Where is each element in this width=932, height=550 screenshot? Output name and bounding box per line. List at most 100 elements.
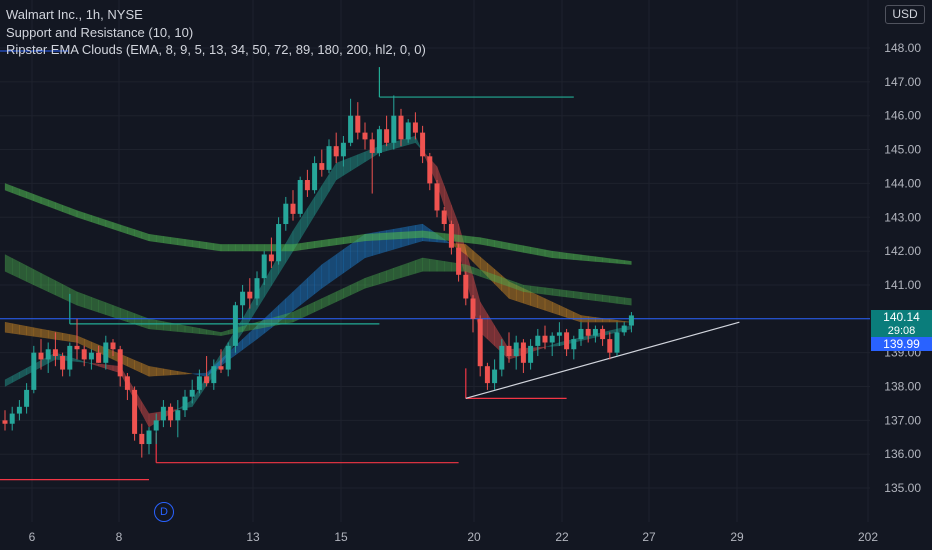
ema-cloud-segment [299,277,308,306]
candle-body [304,180,310,191]
y-tick-label: 144.00 [884,176,921,190]
ema-cloud-segment [429,231,438,240]
ema-cloud-segment [321,173,330,205]
ema-cloud-segment [566,252,575,260]
ema-cloud-segment [148,233,157,243]
ema-cloud-segment [191,239,200,249]
ema-cloud-segment [623,260,632,265]
ema-cloud-segment [98,217,107,228]
ema-cloud-segment [11,323,20,335]
ema-cloud-segment [148,365,157,377]
ema-cloud-segment [76,210,85,220]
y-tick-label: 147.00 [884,75,921,89]
candle-body [67,345,73,370]
ema-cloud-segment [278,297,287,323]
dividend-badge[interactable]: D [154,502,174,522]
ema-cloud-segment [278,313,287,326]
ema-cloud-segment [623,297,632,306]
candle-body [528,345,534,363]
ema-cloud-segment [155,319,164,331]
ema-cloud-segment [83,361,92,365]
candle-body [290,203,296,214]
candle-body [60,356,66,370]
ema-cloud-segment [33,268,42,289]
ema-cloud-segment [285,244,294,252]
candle-body [139,433,145,445]
symbol-title[interactable]: Walmart Inc., 1h, NYSE [6,7,143,22]
ema-cloud-segment [55,331,63,341]
ema-cloud-segment [105,364,114,372]
ema-cloud-segment [559,251,567,260]
ema-cloud-segment [69,207,78,218]
y-tick-label: 138.00 [884,380,921,394]
candle-body [196,376,202,390]
ema-cloud-segment [26,325,35,337]
ema-cloud-segment [407,260,416,276]
ema-cloud-segment [91,214,99,225]
ema-cloud-segment [573,253,582,261]
ema-cloud-segment [407,230,416,239]
ema-cloud-segment [472,266,481,277]
candle-body [45,349,51,360]
candle-body [535,335,541,346]
candle-body [110,342,116,350]
ema-cloud-segment [580,254,589,262]
ema-cloud-segment [487,262,495,285]
ema-cloud-segment [33,193,42,205]
candle-body [463,274,469,299]
candle-body [520,342,526,363]
ema-cloud-segment [19,324,27,336]
ema-cloud-segment [19,188,27,199]
ema-cloud-segment [220,244,229,252]
candle-body [124,376,130,390]
ema-cloud-segment [328,162,337,193]
ema-cloud-segment [472,249,481,270]
ema-cloud-segment [307,240,315,250]
ema-cloud-segment [62,332,71,342]
candle-body [218,366,224,370]
ema-cloud-segment [436,232,445,241]
ema-cloud-segment [119,307,128,323]
indicator-support-resistance[interactable]: Support and Resistance (10, 10) [6,24,194,40]
ema-cloud-segment [443,185,452,229]
candle-body [607,339,613,353]
ema-cloud-segment [494,274,503,285]
sr-price-label: 139.99 [871,337,932,351]
ema-cloud-segment [263,311,272,334]
ema-cloud-segment [285,291,294,318]
candle-body [319,163,325,170]
ema-cloud-segment [321,238,330,248]
ema-cloud-segment [33,327,42,338]
ema-cloud-segment [350,234,359,244]
ema-cloud-segment [328,237,337,247]
candle-body [412,122,418,133]
ema-cloud-segment [76,291,85,308]
candle-body [52,349,58,357]
ema-cloud-segment [19,261,27,282]
ema-cloud-segment [487,312,495,347]
ema-cloud-segment [141,400,150,428]
ema-cloud-segment [299,242,308,251]
ema-cloud-segment [177,237,186,247]
ema-cloud-segment [184,325,193,334]
ema-cloud-segment [141,231,150,242]
ema-cloud-segment [465,235,474,244]
ema-cloud-segment [141,315,150,330]
ema-cloud-segment [465,243,474,263]
ema-cloud-segment [530,246,539,256]
candle-body [340,142,346,157]
ema-cloud-segment [357,277,366,293]
ema-cloud-segment [487,271,495,282]
ema-cloud-segment [263,244,272,252]
indicator-ema-clouds[interactable]: Ripster EMA Clouds (EMA, 8, 9, 5, 13, 34… [6,42,426,57]
candle-body [225,345,231,370]
ema-cloud-segment [530,285,539,294]
candle-body [492,369,498,384]
ema-cloud-segment [292,284,301,312]
ema-cloud-segment [328,254,337,284]
ema-cloud-segment [436,166,445,207]
ema-cloud-segment [4,321,13,334]
x-tick-label: 6 [29,530,36,544]
currency-button[interactable]: USD [885,5,925,24]
